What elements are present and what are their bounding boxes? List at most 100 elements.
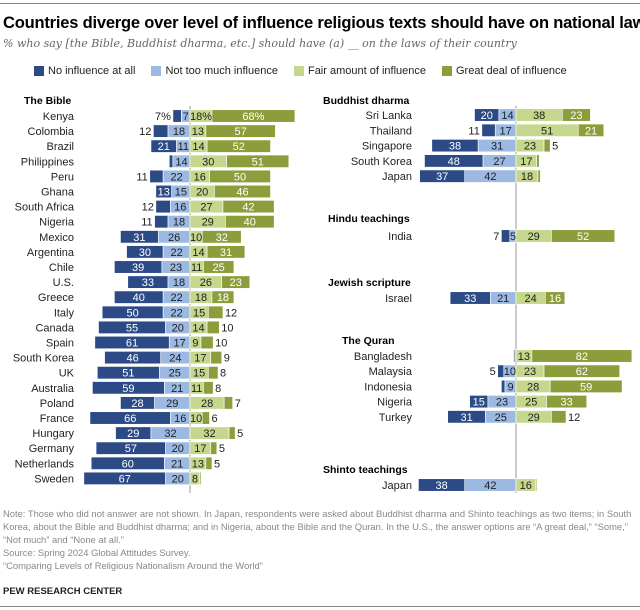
bar-segment-no-influence bbox=[154, 215, 169, 229]
data-label: 21 bbox=[171, 383, 183, 395]
data-label: 51 bbox=[122, 368, 134, 380]
data-label: 59 bbox=[580, 381, 592, 393]
bar-segment-great-deal bbox=[544, 291, 566, 305]
data-label: 29 bbox=[127, 428, 139, 440]
country-label: Argentina bbox=[27, 247, 75, 259]
group-header: The Bible bbox=[24, 95, 71, 107]
bar-segment-great-deal bbox=[199, 471, 202, 485]
country-label: Germany bbox=[29, 443, 75, 455]
bar-segment-great-deal bbox=[206, 245, 246, 259]
bar-segment-great-deal bbox=[208, 305, 224, 319]
bar-segment-great-deal bbox=[203, 381, 214, 395]
country-label: Spain bbox=[46, 338, 74, 350]
data-label: 39 bbox=[132, 262, 144, 274]
data-label: 8 bbox=[220, 368, 226, 380]
data-label: 17 bbox=[194, 443, 206, 455]
data-label: 25 bbox=[495, 412, 507, 424]
bottom-rule bbox=[0, 606, 640, 607]
data-label: 48 bbox=[448, 156, 460, 168]
country-label: Israel bbox=[385, 293, 412, 305]
data-label: 31 bbox=[220, 247, 232, 259]
data-label: 16 bbox=[520, 480, 532, 492]
country-label: Colombia bbox=[28, 126, 75, 138]
country-label: Chile bbox=[49, 262, 74, 274]
data-label: 25 bbox=[213, 262, 225, 274]
country-label: Hungary bbox=[32, 428, 74, 440]
data-label: 5 bbox=[219, 443, 225, 455]
data-label: 42 bbox=[484, 480, 496, 492]
data-label: 16 bbox=[174, 202, 186, 214]
data-label: 18 bbox=[521, 171, 533, 183]
data-label: 29 bbox=[528, 412, 540, 424]
data-label: 16 bbox=[549, 293, 561, 305]
country-label: Nigeria bbox=[377, 397, 413, 409]
country-label: Kenya bbox=[43, 111, 75, 123]
data-label: 11 bbox=[178, 141, 189, 153]
country-label: Singapore bbox=[362, 141, 412, 153]
bar-segment-no-influence bbox=[501, 379, 506, 393]
data-label: 66 bbox=[124, 413, 136, 425]
data-label: 5 bbox=[490, 366, 496, 378]
data-label: 7 bbox=[493, 231, 499, 243]
group-header: Hindu teachings bbox=[328, 213, 410, 225]
group-header: Shinto teachings bbox=[323, 464, 408, 476]
data-label: 5 bbox=[214, 458, 220, 470]
data-label: 27 bbox=[493, 156, 505, 168]
data-label: 29 bbox=[202, 217, 214, 229]
bar-segment-great-deal bbox=[577, 123, 605, 137]
data-label: 15 bbox=[193, 307, 205, 319]
data-label: 13 bbox=[192, 126, 204, 138]
country-label: Poland bbox=[40, 398, 74, 410]
data-label: 17 bbox=[500, 125, 512, 137]
data-label: 5 bbox=[510, 231, 516, 243]
data-label: 30 bbox=[139, 247, 151, 259]
data-label: 55 bbox=[126, 322, 138, 334]
data-label: 21 bbox=[171, 458, 183, 470]
data-label: 11 bbox=[191, 262, 202, 274]
data-label: 12 bbox=[225, 307, 237, 319]
bar-segment-great-deal bbox=[222, 200, 275, 214]
data-label: 40 bbox=[133, 292, 145, 304]
bar-segment-great-deal bbox=[208, 366, 219, 380]
data-label: 29 bbox=[166, 398, 178, 410]
bar-segment-great-deal bbox=[543, 139, 551, 153]
group-header: Jewish scripture bbox=[328, 277, 411, 289]
bar-segment-great-deal bbox=[551, 229, 616, 243]
data-label: 22 bbox=[170, 247, 182, 259]
bar-segment-great-deal bbox=[551, 410, 567, 424]
data-label: 7 bbox=[235, 398, 241, 410]
country-label: Greece bbox=[38, 292, 74, 304]
footer: Note: Those who did not answer are not s… bbox=[3, 507, 639, 572]
country-label: South Korea bbox=[13, 353, 75, 365]
data-label: 23 bbox=[570, 110, 582, 122]
data-label: 22 bbox=[170, 307, 182, 319]
country-label: U.S. bbox=[53, 277, 74, 289]
data-label: 20 bbox=[172, 322, 184, 334]
country-label: Sweden bbox=[34, 473, 74, 485]
data-label: 60 bbox=[122, 458, 134, 470]
legend-label: No influence at all bbox=[48, 65, 136, 77]
data-label: 18 bbox=[173, 126, 185, 138]
data-label: 46 bbox=[236, 187, 248, 199]
data-label: 33 bbox=[561, 397, 573, 409]
country-label: Ghana bbox=[41, 187, 75, 199]
data-label: 32 bbox=[164, 428, 176, 440]
data-label: 38 bbox=[435, 480, 447, 492]
data-label: 15 bbox=[175, 187, 187, 199]
data-label: 6 bbox=[212, 413, 218, 425]
legend-label: Fair amount of influence bbox=[307, 65, 426, 77]
data-label: 59 bbox=[122, 383, 134, 395]
data-label: 10 bbox=[504, 366, 516, 378]
bar-segment-great-deal bbox=[225, 215, 275, 229]
bar-segment-great-deal bbox=[211, 290, 235, 304]
country-label: Turkey bbox=[379, 412, 413, 424]
country-label: Nigeria bbox=[39, 217, 75, 229]
bar-segment-no-influence bbox=[501, 229, 511, 243]
data-label: 14 bbox=[192, 247, 204, 259]
data-label: 21 bbox=[497, 293, 509, 305]
data-label: 10 bbox=[190, 413, 202, 425]
bar-segment-great-deal bbox=[536, 154, 540, 168]
bar-segment-great-deal bbox=[535, 478, 538, 492]
chart-title: Countries diverge over level of influenc… bbox=[3, 14, 640, 32]
source: Source: Spring 2024 Global Attitudes Sur… bbox=[3, 547, 191, 558]
